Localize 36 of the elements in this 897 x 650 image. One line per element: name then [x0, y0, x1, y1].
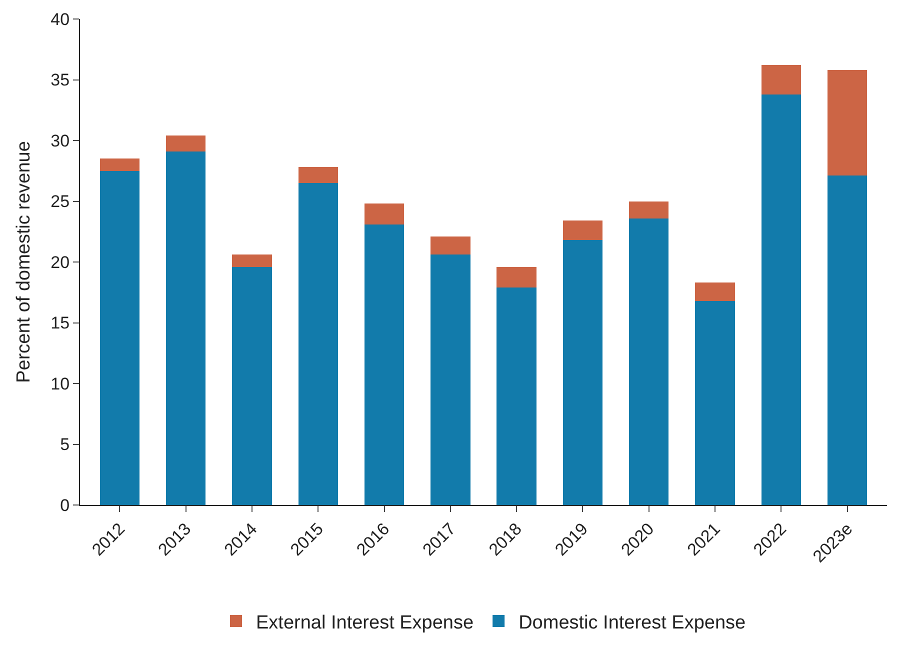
y-tick-label: 30: [50, 131, 70, 150]
y-tick-label: 0: [60, 496, 70, 515]
bar: [629, 218, 669, 505]
y-tick-label: 35: [50, 70, 70, 90]
bar: [100, 158, 140, 171]
bar: [166, 136, 206, 152]
y-tick-label: 25: [50, 192, 70, 212]
bar: [298, 183, 338, 505]
y-tick-label: 15: [50, 314, 70, 333]
bar: [430, 236, 470, 255]
bar: [100, 170, 140, 505]
bar: [232, 254, 272, 267]
bar: [166, 151, 206, 505]
y-tick-label: 5: [60, 435, 70, 454]
y-tick-label: 10: [50, 374, 70, 394]
bar: [298, 167, 338, 184]
bar: [827, 70, 868, 176]
bar: [761, 94, 802, 505]
bar: [496, 266, 536, 288]
y-axis-title: Percent of domestic revenue: [14, 141, 35, 383]
bar: [629, 201, 669, 218]
bar: [562, 220, 603, 240]
bar: [430, 254, 470, 505]
bar: [364, 224, 404, 505]
bar: [827, 176, 868, 505]
legend-label: External Interest Expense: [256, 612, 474, 634]
bar: [232, 266, 272, 505]
bar: [695, 282, 735, 301]
bar: [364, 204, 404, 224]
bar: [761, 65, 802, 94]
y-tick-label: 40: [50, 10, 70, 29]
bar: [562, 240, 603, 505]
legend-label: Domestic Interest Expense: [518, 612, 746, 634]
y-tick-label: 20: [50, 252, 70, 272]
bar: [695, 300, 735, 505]
bar: [496, 288, 536, 505]
